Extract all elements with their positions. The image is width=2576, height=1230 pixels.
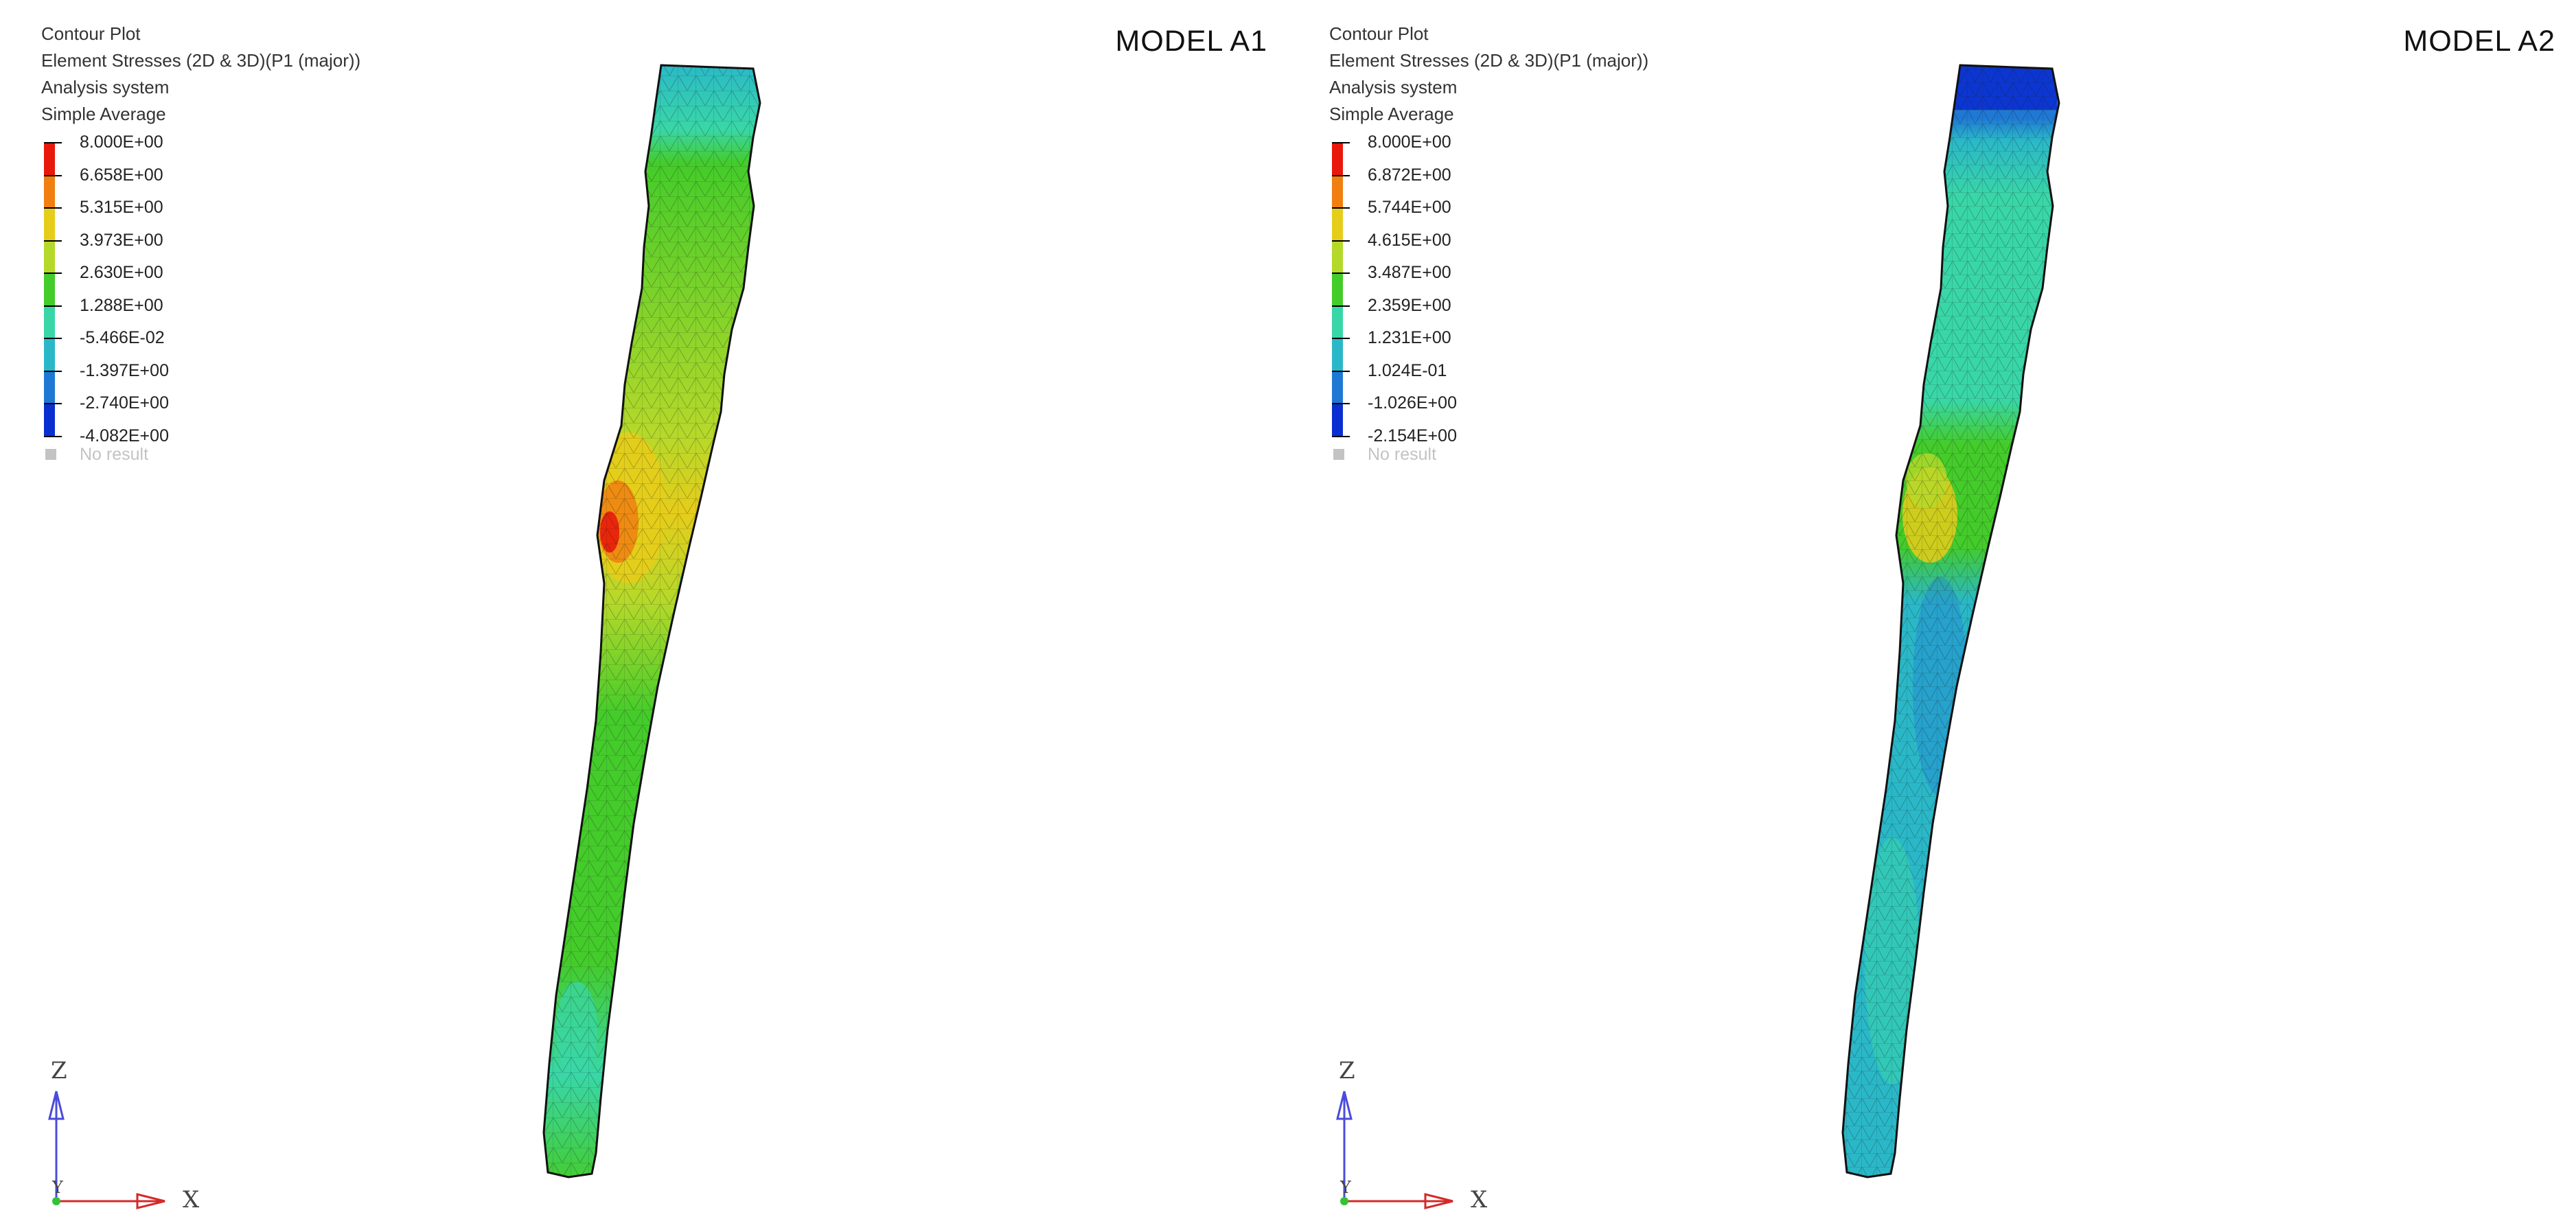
legend-tick [44, 272, 62, 274]
legend-swatch [1332, 240, 1343, 273]
legend-swatch [44, 273, 55, 306]
legend-value: 1.288E+00 [80, 295, 163, 315]
no-result-label: No result [80, 444, 149, 464]
model-title: MODEL A1 [1115, 25, 1267, 58]
info-line: Analysis system [1329, 77, 1458, 97]
mesh-model-a2[interactable] [1288, 0, 2576, 1230]
legend-value: 2.359E+00 [1368, 295, 1451, 315]
legend-swatch [44, 240, 55, 273]
info-line: Contour Plot [1329, 23, 1429, 44]
info-line: Element Stresses (2D & 3D)(P1 (major)) [41, 50, 361, 71]
axis-label-y: Y [52, 1178, 63, 1197]
legend-tick [1332, 435, 1350, 437]
axis-triad-icon [1336, 1091, 1453, 1209]
legend-swatch [44, 371, 55, 404]
legend-tick [1332, 370, 1350, 372]
axis-label-x: X [183, 1186, 200, 1214]
legend-swatch [1332, 338, 1343, 371]
info-line: Analysis system [41, 77, 170, 97]
no-result-label: No result [1368, 444, 1437, 464]
legend-swatch [44, 305, 55, 338]
legend-tick [1332, 142, 1350, 143]
viewport-model-a2[interactable]: Contour Plot Element Stresses (2D & 3D)(… [1288, 0, 2576, 1230]
axis-label-x: X [1471, 1186, 1488, 1214]
legend-value: 3.973E+00 [80, 230, 163, 250]
legend-value: -1.026E+00 [1368, 393, 1457, 413]
legend-swatch [44, 404, 55, 437]
legend-tick [44, 305, 62, 307]
legend-tick [44, 435, 62, 437]
legend-tick [44, 174, 62, 176]
legend-value: 8.000E+00 [1368, 132, 1451, 152]
axis-triad-icon [48, 1091, 165, 1209]
legend-tick [44, 240, 62, 242]
info-line: Simple Average [1329, 104, 1454, 124]
legend-tick [1332, 207, 1350, 209]
legend-value: 6.872E+00 [1368, 165, 1451, 185]
legend-swatch [44, 338, 55, 371]
legend-swatch [44, 208, 55, 241]
mesh-model-a1[interactable] [0, 0, 1288, 1230]
legend-tick [1332, 272, 1350, 274]
legend-tick [1332, 174, 1350, 176]
legend-tick [44, 370, 62, 372]
axis-triad: Z Y X [27, 1043, 206, 1222]
legend-value: 2.630E+00 [80, 263, 163, 282]
legend-swatch [44, 143, 55, 176]
no-result-swatch [1333, 448, 1344, 460]
model-title: MODEL A2 [2403, 25, 2555, 58]
info-line: Simple Average [41, 104, 166, 124]
legend-tick [44, 338, 62, 339]
legend-tick [44, 142, 62, 143]
legend-swatch [1332, 273, 1343, 306]
no-result-swatch [45, 448, 56, 460]
legend-value: -5.466E-02 [80, 328, 165, 347]
legend-swatch [1332, 208, 1343, 241]
legend-tick [1332, 338, 1350, 339]
contour-info: Contour Plot Element Stresses (2D & 3D)(… [41, 21, 360, 128]
legend-value: -2.740E+00 [80, 393, 169, 413]
legend-value: 8.000E+00 [80, 132, 163, 152]
legend-value: -4.082E+00 [80, 426, 169, 445]
viewport-model-a1[interactable]: Contour Plot Element Stresses (2D & 3D)(… [0, 0, 1288, 1230]
info-line: Contour Plot [41, 23, 141, 44]
legend-swatch [1332, 305, 1343, 338]
legend-value: 1.231E+00 [1368, 328, 1451, 347]
legend-value: -1.397E+00 [80, 360, 169, 380]
info-line: Element Stresses (2D & 3D)(P1 (major)) [1329, 50, 1649, 71]
legend-value: 5.744E+00 [1368, 198, 1451, 217]
legend-tick [1332, 403, 1350, 404]
legend-swatch [1332, 371, 1343, 404]
axis-label-y: Y [1340, 1178, 1351, 1197]
legend-value: 4.615E+00 [1368, 230, 1451, 250]
legend-value: -2.154E+00 [1368, 426, 1457, 445]
legend-value: 1.024E-01 [1368, 360, 1447, 380]
legend-value: 6.658E+00 [80, 165, 163, 185]
axis-label-z: Z [1339, 1057, 1355, 1084]
legend-swatch [44, 175, 55, 208]
legend-tick [44, 403, 62, 404]
legend-tick [44, 207, 62, 209]
legend-swatch [1332, 143, 1343, 176]
axis-label-z: Z [51, 1057, 67, 1084]
legend-swatch [1332, 404, 1343, 437]
axis-triad: Z Y X [1315, 1043, 1494, 1222]
legend-swatch [1332, 175, 1343, 208]
legend-tick [1332, 240, 1350, 242]
legend-value: 3.487E+00 [1368, 263, 1451, 282]
legend-tick [1332, 305, 1350, 307]
contour-info: Contour Plot Element Stresses (2D & 3D)(… [1329, 21, 1648, 128]
legend-value: 5.315E+00 [80, 198, 163, 217]
